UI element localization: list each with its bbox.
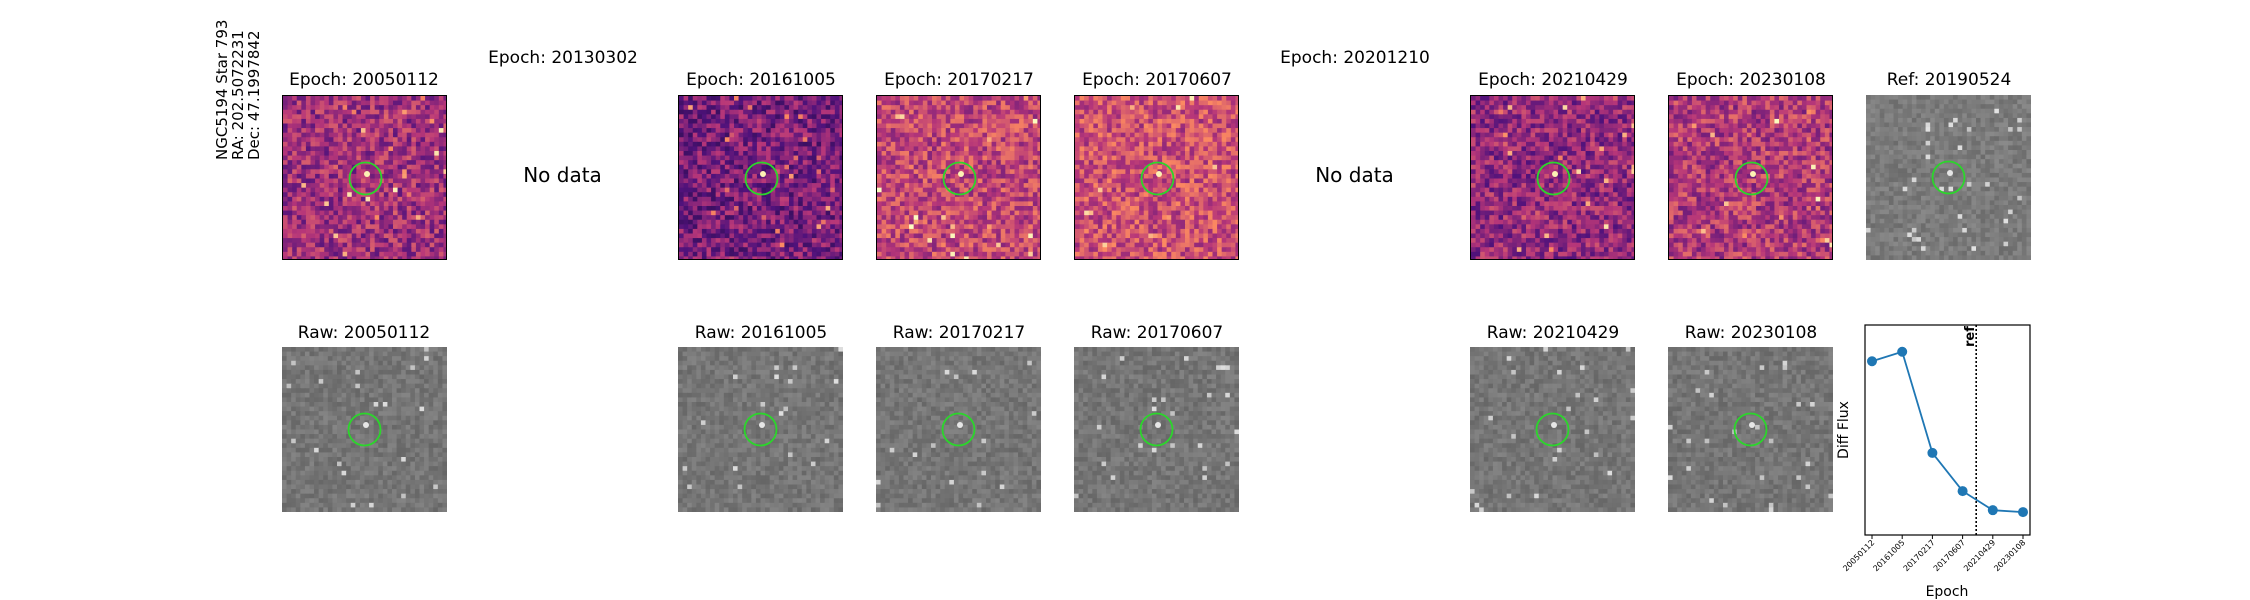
image-pixels — [876, 347, 1041, 512]
x-tick-label: 20170217 — [1902, 538, 1937, 573]
image-pixels — [1471, 96, 1634, 259]
diff-title-6: Epoch: 20210429 — [1478, 70, 1628, 90]
raw-title-0: Raw: 20050112 — [297, 323, 431, 343]
image-pixels — [877, 96, 1040, 259]
ref-image-20190524[interactable] — [1866, 95, 2031, 260]
x-tick-label: 20230108 — [1992, 538, 2027, 573]
diff-title-7: Epoch: 20230108 — [1676, 70, 1826, 90]
y-axis-label: Diff Flux — [1836, 401, 1852, 459]
diff-title-1: Epoch: 20130302 — [488, 48, 638, 68]
image-pixels — [283, 96, 446, 259]
image-pixels — [678, 347, 843, 512]
raw-title-5: Raw: 20230108 — [1684, 323, 1818, 343]
x-tick-label: 20210429 — [1962, 538, 1997, 573]
target-circle — [1931, 160, 1966, 195]
image-pixels — [282, 347, 447, 512]
target-circle — [348, 161, 383, 196]
ref-title: Ref: 20190524 — [1886, 70, 2012, 90]
x-tick-label: 20170607 — [1932, 538, 1967, 573]
target-circle — [1536, 161, 1571, 196]
raw-title-3: Raw: 20170607 — [1090, 323, 1224, 343]
data-point[interactable] — [1927, 447, 1938, 458]
nodata-20201210: No data — [1315, 163, 1394, 187]
raw-image-20170607[interactable] — [1074, 347, 1239, 512]
image-pixels — [1669, 96, 1832, 259]
target-circle — [941, 412, 976, 447]
diff-title-5: Epoch: 20201210 — [1280, 48, 1430, 68]
data-point[interactable] — [1987, 505, 1998, 516]
diff-image-20161005[interactable] — [678, 95, 843, 260]
target-name: NGC5194 Star 793 — [213, 19, 231, 160]
diff-title-4: Epoch: 20170607 — [1082, 70, 1232, 90]
x-tick-label: 20161005 — [1871, 538, 1906, 573]
target-circle — [1733, 412, 1768, 447]
series-line — [1871, 350, 2024, 513]
diff-title-3: Epoch: 20170217 — [884, 70, 1034, 90]
image-pixels — [1074, 347, 1239, 512]
raw-image-20050112[interactable] — [282, 347, 447, 512]
target-circle — [942, 161, 977, 196]
chart-frame — [1864, 324, 2031, 536]
raw-image-20210429[interactable] — [1470, 347, 1635, 512]
raw-image-20230108[interactable] — [1668, 347, 1833, 512]
image-pixels — [1470, 347, 1635, 512]
target-circle — [1140, 161, 1175, 196]
diff-title-0: Epoch: 20050112 — [289, 70, 439, 90]
raw-title-2: Raw: 20170217 — [892, 323, 1026, 343]
raw-title-1: Raw: 20161005 — [694, 323, 828, 343]
light-curve-chart[interactable]: ref 2005011220161005201702172017060720210… — [1820, 320, 2060, 600]
diff-image-20210429[interactable] — [1470, 95, 1635, 260]
nodata-20130302: No data — [523, 163, 602, 187]
image-pixels — [1075, 96, 1238, 259]
data-point[interactable] — [1897, 346, 1908, 357]
target-circle — [743, 412, 778, 447]
diff-image-20050112[interactable] — [282, 95, 447, 260]
target-circle — [1535, 412, 1570, 447]
target-circle — [1734, 161, 1769, 196]
target-circle — [347, 412, 382, 447]
diff-image-20170217[interactable] — [876, 95, 1041, 260]
x-tick-label: 20050112 — [1841, 538, 1876, 573]
target-ra: RA: 202.5072231 — [229, 30, 247, 160]
data-point[interactable] — [2018, 507, 2028, 518]
data-point[interactable] — [1957, 486, 1968, 497]
raw-title-4: Raw: 20210429 — [1486, 323, 1620, 343]
diff-title-2: Epoch: 20161005 — [686, 70, 836, 90]
diff-image-20170607[interactable] — [1074, 95, 1239, 260]
target-circle — [1139, 412, 1174, 447]
target-circle — [744, 161, 779, 196]
image-pixels — [1866, 95, 2031, 260]
data-point[interactable] — [1867, 356, 1877, 367]
x-axis-label: Epoch — [1926, 584, 1969, 600]
image-pixels — [1668, 347, 1833, 512]
ref-line-label: ref — [1963, 326, 1978, 347]
raw-image-20161005[interactable] — [678, 347, 843, 512]
image-pixels — [679, 96, 842, 259]
raw-image-20170217[interactable] — [876, 347, 1041, 512]
diff-image-20230108[interactable] — [1668, 95, 1833, 260]
